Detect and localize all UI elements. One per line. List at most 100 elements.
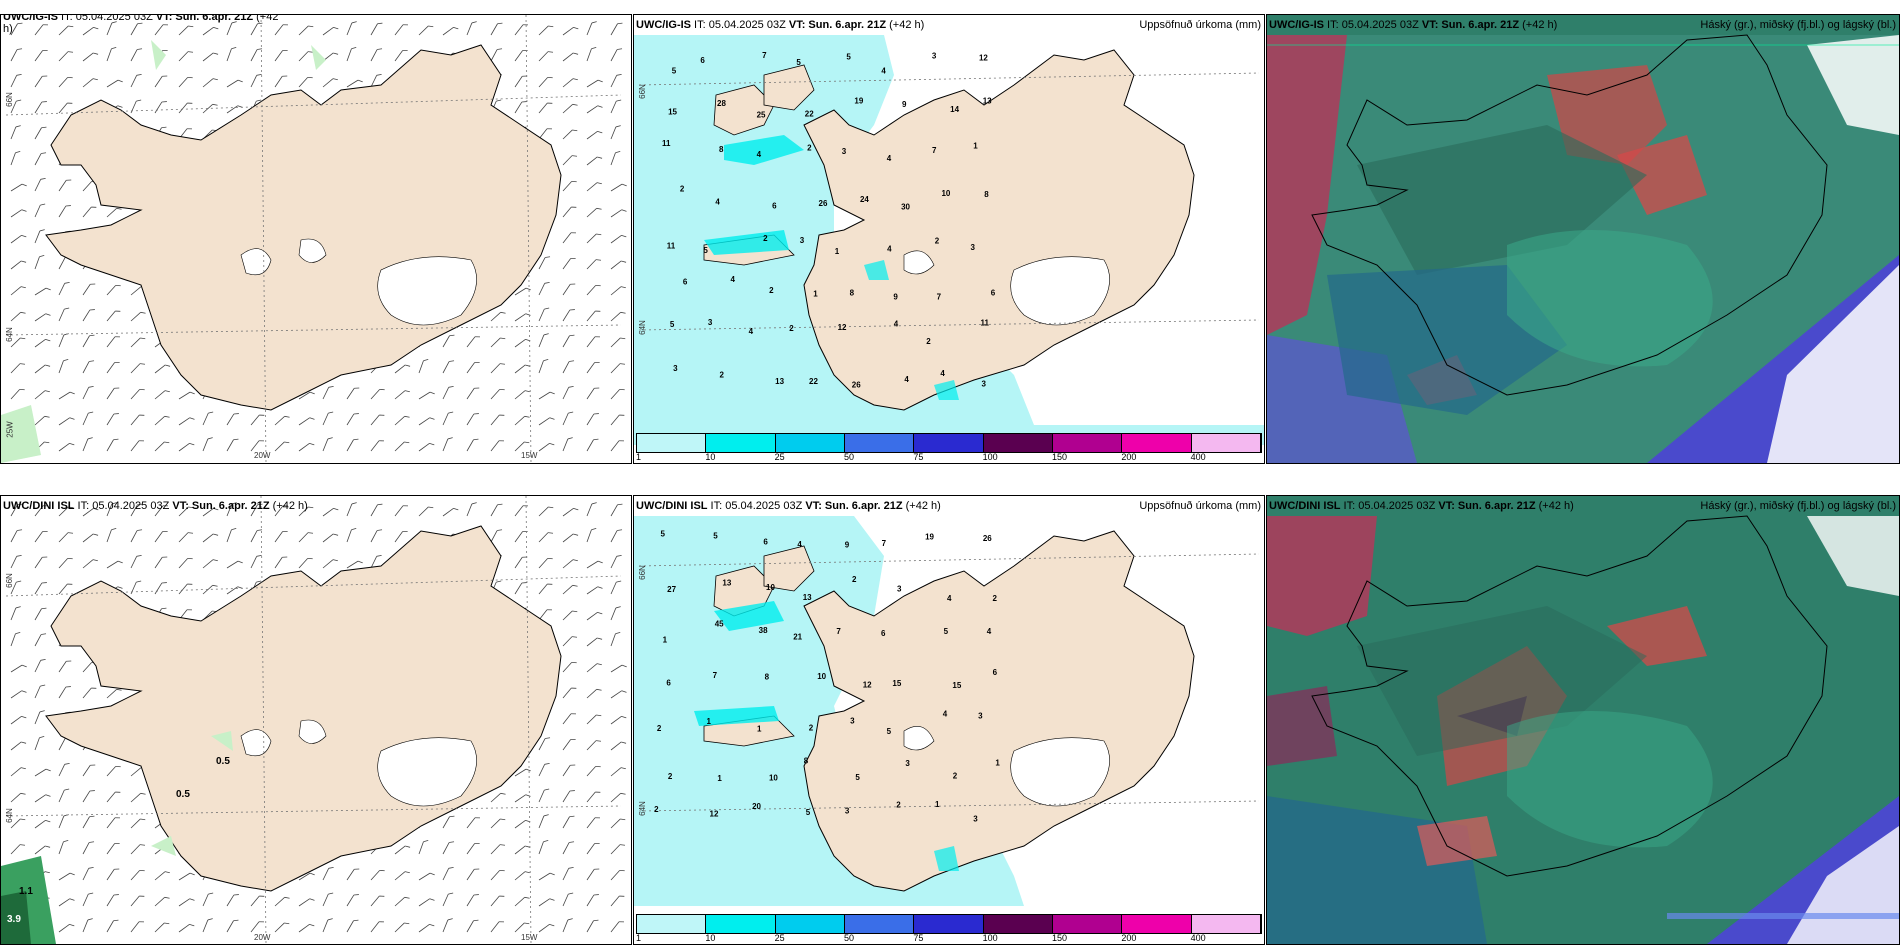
precip-value: 4: [947, 594, 952, 603]
precip-value: 45: [715, 620, 724, 629]
precip-value: 1: [973, 142, 978, 151]
precip-value: 5: [660, 529, 665, 538]
panel-header: UWC/DINI ISL IT: 05.04.2025 03Z VT: Sun.…: [1269, 500, 1574, 512]
lat-tick-66: 66N: [4, 92, 14, 107]
precip-value: 5: [670, 320, 675, 329]
colorbar-segment: [637, 434, 707, 452]
panel-header: UWC/IG-IS IT: 05.04.2025 03Z VT: Sun. 6.…: [636, 19, 924, 31]
colorbar-segment: [1122, 434, 1192, 452]
precip-value: 6: [666, 679, 671, 688]
precip-value: 7: [932, 146, 937, 155]
precip-value: 3: [800, 236, 805, 245]
colorbar-label: 400: [1190, 933, 1206, 943]
precip-value: 6: [772, 201, 777, 210]
precip-value: 2: [769, 286, 774, 295]
precip-value: 6: [881, 629, 886, 638]
lon-tick-15: 15W: [521, 933, 538, 942]
precip-value: 3: [978, 711, 983, 720]
colorbar-label: 1: [636, 452, 642, 462]
precip-value: 11: [980, 319, 989, 328]
precip-value: 2: [993, 594, 998, 603]
precip-value: 4: [943, 710, 948, 719]
colorbar-label: 100: [982, 933, 998, 943]
precip-value: 1: [835, 247, 840, 256]
precip-value: 12: [710, 809, 719, 818]
colorbar-segment: [983, 434, 1053, 452]
value-label: 0.5: [176, 789, 190, 800]
precip-value: 7: [713, 671, 718, 680]
precip-value: 1: [757, 724, 762, 733]
precip-value: 5: [944, 627, 949, 636]
precip-value: 24: [860, 195, 869, 204]
panel-header: UWC/DINI ISL IT: 05.04.2025 03Z VT: Sun.…: [636, 500, 941, 512]
lead-time: (+42 h): [886, 19, 925, 31]
precip-value: 5: [846, 53, 851, 62]
lon-tick-15: 15W: [521, 451, 538, 460]
precip-value: 3: [845, 807, 850, 816]
model-name: UWC/IG-IS: [1269, 19, 1324, 31]
precip-value: 4: [749, 327, 754, 336]
colorbar-segment: [1122, 915, 1192, 933]
precip-value: 6: [683, 277, 688, 286]
precip-value: 7: [937, 292, 942, 301]
precip-value: 9: [902, 100, 907, 109]
colorbar-label: 50: [844, 933, 855, 943]
colorbar-label: 200: [1121, 452, 1137, 462]
precip-value: 27: [667, 585, 676, 594]
precip-value: 11: [667, 242, 676, 251]
precip-value: 12: [979, 54, 988, 63]
precip-value: 1: [663, 636, 668, 645]
precip-value: 11: [662, 139, 671, 148]
colorbar-segment: [706, 915, 776, 933]
precip-value: 2: [720, 370, 725, 379]
value-label: 0.5: [216, 756, 230, 767]
colorbar-label: 75: [913, 452, 924, 462]
lead-time: (+42 h): [269, 500, 308, 512]
precip-value: 5: [806, 808, 811, 817]
model-name: UWC/IG-IS: [636, 19, 691, 31]
iceland-landmass: [803, 530, 1195, 892]
precip-value: 2: [789, 324, 794, 333]
variable-title: Uppsöfnuð úrkoma (mm): [1139, 500, 1261, 512]
precip-value: 7: [882, 539, 887, 548]
precip-value: 8: [719, 145, 724, 154]
value-label: 3.9: [7, 914, 21, 925]
precip-value: 4: [881, 67, 886, 76]
lat-tick-66: 66N: [637, 84, 647, 99]
panel-header: UWC/IG-IS IT: 05.04.2025 03Z VT: Sun. 6.…: [1269, 19, 1557, 31]
precip-colorbar: [636, 914, 1262, 934]
colorbar-label: 100: [982, 452, 998, 462]
colorbar-segment: [844, 915, 915, 933]
lead-time: (+42 h): [1535, 500, 1574, 512]
precip-value: 8: [850, 289, 855, 298]
model-name: UWC/IG-IS: [3, 14, 58, 23]
precip-value: 13: [722, 579, 731, 588]
colorbar-segment: [1052, 915, 1123, 933]
precip-value: 3: [842, 147, 847, 156]
colorbar-label: 1: [636, 933, 642, 943]
colorbar-label: 400: [1190, 452, 1206, 462]
precip-value: 8: [984, 190, 989, 199]
colorbar-label: 25: [774, 452, 785, 462]
lead-time: (+42: [253, 14, 279, 23]
precip-value: 4: [887, 244, 892, 253]
lead-time: (+42 h): [902, 500, 941, 512]
precip-value: 9: [893, 293, 898, 302]
colorbar-labels: 1 10 25 50 75 100 150 200 400: [636, 933, 1260, 944]
lat-tick-64: 64N: [4, 808, 14, 823]
panel-clouds-bottom: UWC/DINI ISL IT: 05.04.2025 03Z VT: Sun.…: [1266, 495, 1900, 945]
precip-value: 30: [901, 202, 910, 211]
panel-precip-bottom: 5 5 6 4 9 7 19 26 27 13 10 13 2 3 4 2 1 45 38 21 7 6 5 4 6 7 8 10 12…: [633, 495, 1265, 945]
lat-tick-64: 64N: [4, 327, 14, 342]
precip-value: 2: [807, 143, 812, 152]
colorbar-segment: [983, 915, 1053, 933]
precip-value: 3: [708, 318, 713, 327]
precip-value: 1: [935, 800, 940, 809]
precip-value: 7: [836, 627, 841, 636]
precip-value: 15: [668, 107, 677, 116]
valid-time: VT: Sun. 6.apr. 21Z: [155, 14, 254, 23]
precip-value: 3: [905, 759, 910, 768]
precip-value: 2: [657, 724, 662, 733]
